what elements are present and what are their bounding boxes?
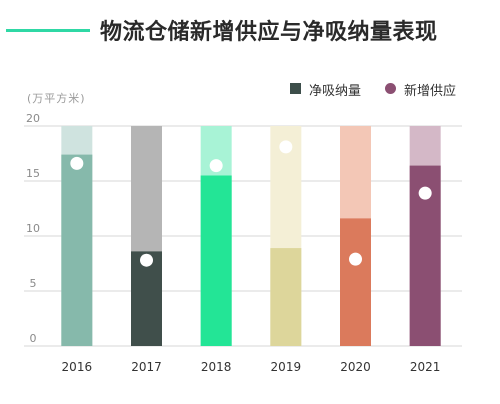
x-tick-label: 2019 <box>271 360 302 374</box>
supply-point-2020 <box>349 252 362 266</box>
bar-2016 <box>61 154 93 346</box>
bar-2019 <box>270 248 302 346</box>
bar-2018 <box>200 175 232 346</box>
supply-point-2021 <box>418 186 432 200</box>
supply-point-2018 <box>209 159 223 173</box>
supply-point-2017 <box>140 253 153 267</box>
x-tick-label: 2016 <box>62 360 93 374</box>
x-tick-label: 2020 <box>340 360 371 374</box>
title-row: 物流仓储新增供应与净吸纳量表现 <box>0 0 500 60</box>
legend-label-absorption: 净吸纳量 <box>309 84 362 99</box>
x-tick-label: 2017 <box>131 360 162 374</box>
supply-point-2019 <box>279 140 293 154</box>
supply-point-2016 <box>70 156 84 170</box>
x-tick-label: 2018 <box>201 360 232 374</box>
y-tick-label: 15 <box>26 167 40 180</box>
y-unit-label: (万平方米) <box>27 92 86 105</box>
y-tick-label: 0 <box>30 332 37 345</box>
legend-swatch-circle-icon <box>385 83 396 94</box>
y-tick-label: 20 <box>26 112 40 125</box>
bar-2017 <box>131 251 162 346</box>
chart-title: 物流仓储新增供应与净吸纳量表现 <box>100 20 438 45</box>
bar-2020 <box>340 218 371 346</box>
x-tick-label: 2021 <box>410 360 441 374</box>
title-accent-line <box>6 29 90 32</box>
legend-label-supply: 新增供应 <box>404 84 457 99</box>
y-tick-label: 10 <box>26 222 40 235</box>
y-tick-label: 5 <box>30 277 37 290</box>
legend-swatch-square-icon <box>290 83 301 94</box>
